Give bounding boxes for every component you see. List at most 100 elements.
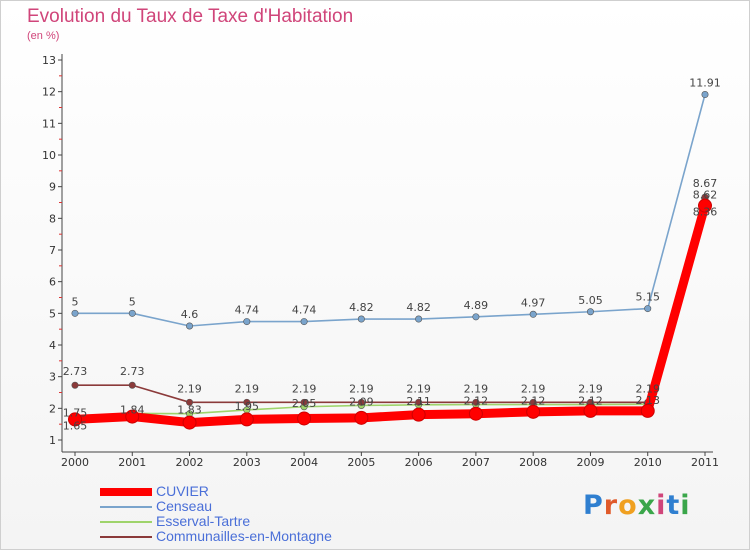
- data-point: [182, 415, 197, 430]
- data-point: [243, 398, 251, 406]
- y-tick-label: 4: [49, 339, 56, 352]
- data-label: 2.09: [349, 395, 374, 408]
- chart-title: Evolution du Taux de Taxe d'Habitation: [27, 6, 354, 27]
- x-tick-label: 2011: [691, 456, 719, 469]
- x-tick-label: 2002: [176, 456, 204, 469]
- data-label: 1.95: [235, 400, 260, 413]
- data-label: 2.05: [292, 397, 317, 410]
- y-tick-label: 1: [49, 434, 56, 447]
- data-label: 4.6: [181, 308, 199, 321]
- data-label: 2.19: [578, 382, 603, 395]
- x-tick-label: 2009: [576, 456, 604, 469]
- data-label: 5: [129, 295, 136, 308]
- data-label: 2.19: [292, 382, 317, 395]
- data-label: 4.89: [464, 299, 489, 312]
- data-point: [698, 198, 712, 213]
- data-label: 2.12: [578, 395, 603, 408]
- data-point: [472, 398, 480, 406]
- data-label: 4.82: [406, 301, 431, 314]
- legend-swatch: [100, 488, 152, 496]
- data-point: [128, 381, 136, 389]
- data-point: [71, 309, 79, 317]
- data-label: 8.36: [693, 206, 718, 219]
- data-label: 5: [72, 295, 79, 308]
- data-label: 2.13: [635, 394, 660, 407]
- data-label: 2.19: [349, 382, 374, 395]
- data-label: 4.74: [292, 304, 317, 317]
- data-label: 1.83: [177, 404, 202, 417]
- chart-subtitle: (en %): [27, 30, 60, 42]
- data-point: [125, 409, 140, 424]
- data-point: [357, 315, 365, 323]
- data-point: [300, 318, 308, 326]
- data-point: [297, 411, 312, 426]
- data-label: 4.82: [349, 301, 374, 314]
- data-point: [701, 91, 709, 99]
- data-label: 2.73: [120, 365, 145, 378]
- data-point: [354, 410, 369, 425]
- y-tick-label: 13: [42, 54, 56, 67]
- data-label: 2.12: [464, 395, 489, 408]
- data-point: [640, 403, 655, 418]
- y-tick-label: 10: [42, 149, 56, 162]
- data-label: 2.12: [521, 395, 546, 408]
- x-tick-label: 2003: [233, 456, 261, 469]
- x-tick-label: 2001: [118, 456, 146, 469]
- data-label: 5.15: [635, 291, 660, 304]
- y-tick-label: 9: [49, 181, 56, 194]
- data-labels: 1.65 8.36 5 5 4.6 4.74 4.74 4.82 4.82 4.89 4.97 5.0…: [63, 77, 721, 433]
- data-label: 2.19: [521, 382, 546, 395]
- data-label: 8.62: [693, 189, 718, 202]
- x-tick-label: 2007: [462, 456, 490, 469]
- data-point: [300, 398, 308, 406]
- data-point: [71, 381, 79, 389]
- data-point: [472, 313, 480, 321]
- legend-swatch: [100, 506, 152, 508]
- data-label: 1.75: [63, 406, 88, 419]
- data-point: [526, 404, 541, 419]
- legend-label: Censeau: [156, 498, 213, 514]
- series-line-esserval-tartre: [74, 197, 706, 418]
- data-label: 2.19: [464, 382, 489, 395]
- data-point: [357, 398, 365, 406]
- y-tick-label: 6: [49, 276, 56, 289]
- x-tick-label: 2004: [290, 456, 318, 469]
- y-tick-label: 2: [49, 402, 56, 415]
- y-tick-label: 11: [42, 117, 56, 130]
- data-label: 2.11: [406, 395, 431, 408]
- data-label: 4.74: [235, 304, 260, 317]
- data-point: [411, 407, 426, 422]
- data-point: [529, 310, 537, 318]
- x-tick-label: 2000: [61, 456, 89, 469]
- data-label: 4.97: [521, 296, 546, 309]
- x-tick-label: 2008: [519, 456, 547, 469]
- legend-swatch: [100, 521, 152, 523]
- series-line-censeau: [74, 93, 706, 327]
- x-tick-label: 2006: [405, 456, 433, 469]
- y-tick-label: 12: [42, 86, 56, 99]
- data-point: [186, 398, 194, 406]
- data-point: [644, 305, 652, 313]
- series-layer: [68, 91, 712, 430]
- data-label: 2.19: [635, 382, 660, 395]
- data-label: 11.91: [689, 77, 721, 90]
- data-label: 2.19: [235, 382, 260, 395]
- data-point: [68, 412, 82, 427]
- data-point: [128, 309, 136, 317]
- series-line-cuvier: [70, 201, 710, 428]
- data-point: [415, 398, 423, 406]
- legend-label: CUVIER: [156, 483, 209, 499]
- data-label: 2.19: [177, 382, 202, 395]
- data-label: 1.84: [120, 403, 145, 416]
- data-label: 5.05: [578, 294, 603, 307]
- data-label: 1.65: [63, 419, 88, 432]
- y-tick-label: 5: [49, 307, 56, 320]
- proxiti-logo: Proxiti: [583, 490, 691, 521]
- legend-swatch: [100, 536, 152, 538]
- legend-label: Esserval-Tartre: [156, 513, 251, 529]
- data-point: [186, 322, 194, 330]
- x-tick-label: 2010: [634, 456, 662, 469]
